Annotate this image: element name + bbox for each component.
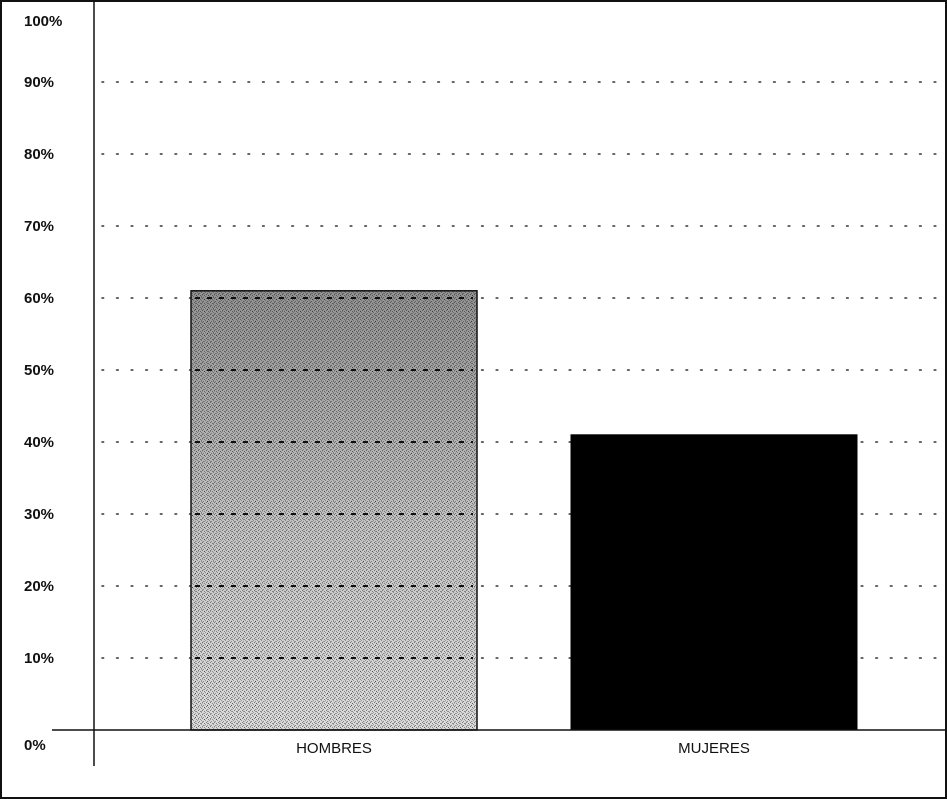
y-tick-labels: 0% 10% 20% 30% 40% 50% 60% 70% 80% 90% 100% xyxy=(24,13,62,754)
y-tick-label-70: 70% xyxy=(24,218,54,235)
y-tick-label-10: 10% xyxy=(24,650,54,667)
y-tick-label-60: 60% xyxy=(24,290,54,307)
y-tick-label-100: 100% xyxy=(24,13,62,30)
x-tick-label-hombres: HOMBRES xyxy=(296,740,372,757)
bar-hombres-shade xyxy=(191,290,477,730)
bars xyxy=(190,290,858,731)
y-tick-label-30: 30% xyxy=(24,506,54,523)
axes xyxy=(52,2,945,766)
bar-hombres xyxy=(190,290,478,731)
y-tick-label-40: 40% xyxy=(24,434,54,451)
y-tick-label-90: 90% xyxy=(24,74,54,91)
y-tick-label-50: 50% xyxy=(24,362,54,379)
y-tick-label-0: 0% xyxy=(24,737,46,754)
category-labels: HOMBRES MUJERES xyxy=(296,740,750,757)
y-tick-label-20: 20% xyxy=(24,578,54,595)
x-tick-label-mujeres: MUJERES xyxy=(678,740,750,757)
y-tick-label-80: 80% xyxy=(24,146,54,163)
bar-mujeres xyxy=(570,434,858,731)
